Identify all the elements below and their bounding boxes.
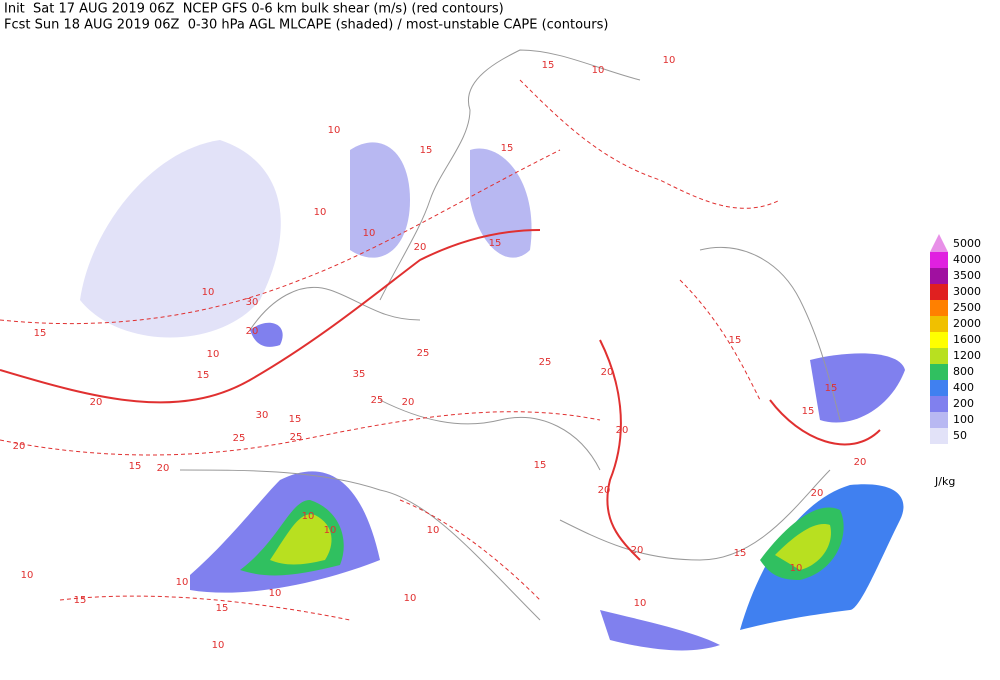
legend-swatch [930, 396, 948, 412]
contour-label: 10 [427, 525, 440, 536]
legend-swatch [930, 364, 948, 380]
legend-swatch [930, 332, 948, 348]
legend-label: 400 [953, 381, 974, 394]
contour-label: 15 [501, 143, 514, 154]
contour-label: 10 [212, 640, 225, 651]
header-line: Init Sat 17 AUG 2019 06Z NCEP GFS 0-6 km… [4, 2, 504, 17]
contour-label: 10 [404, 593, 417, 604]
contour-label: 10 [634, 598, 647, 609]
contour-label: 30 [256, 410, 269, 421]
contour-label: 15 [216, 603, 229, 614]
contour-label: 20 [414, 242, 427, 253]
legend-swatch [930, 428, 948, 444]
legend-swatch [930, 300, 948, 316]
contour-label: 20 [631, 545, 644, 556]
contour-label: 10 [592, 65, 605, 76]
contour-label: 20 [854, 457, 867, 468]
legend-swatch [930, 234, 948, 252]
header-line: Fcst Sun 18 AUG 2019 06Z 0-30 hPa AGL ML… [4, 18, 608, 33]
legend-label: 3000 [953, 285, 981, 298]
legend-label: 5000 [953, 237, 981, 250]
legend-label: 800 [953, 365, 974, 378]
contour-label: 25 [290, 432, 303, 443]
legend-swatch [930, 412, 948, 428]
contour-label: 20 [157, 463, 170, 474]
contour-label: 10 [202, 287, 215, 298]
cape-shading [80, 140, 905, 651]
legend: 5000 4000 3500 3000 2500 2000 1600 1200 800 400 20… [930, 234, 981, 488]
contour-label: 20 [402, 397, 415, 408]
contour-label: 15 [825, 383, 838, 394]
contour-label: 25 [539, 357, 552, 368]
contour-label: 35 [353, 369, 366, 380]
contour-label: 15 [420, 145, 433, 156]
contour-label: 10 [328, 125, 341, 136]
contour-label: 10 [176, 577, 189, 588]
legend-swatch [930, 284, 948, 300]
contour-label: 20 [246, 326, 259, 337]
legend-label: 2000 [953, 317, 981, 330]
contour-label: 30 [246, 297, 259, 308]
contour-label: 20 [616, 425, 629, 436]
legend-label: 100 [953, 413, 974, 426]
contour-label: 15 [534, 460, 547, 471]
contour-label: 10 [269, 588, 282, 599]
contour-label: 10 [790, 563, 803, 574]
legend-swatch [930, 268, 948, 284]
contour-labels: 15 10 10 10 15 15 10 10 20 15 10 30 20 15 10 15 20 35 25 20… [13, 55, 867, 651]
legend-swatch [930, 316, 948, 332]
shear-contours [0, 79, 881, 621]
contour-label: 20 [598, 485, 611, 496]
contour-label: 10 [302, 511, 315, 522]
contour-label: 10 [663, 55, 676, 66]
legend-swatch [930, 252, 948, 268]
contour-label: 10 [207, 349, 220, 360]
contour-label: 25 [371, 395, 384, 406]
contour-label: 15 [129, 461, 142, 472]
legend-swatch [930, 380, 948, 396]
contour-label: 25 [417, 348, 430, 359]
contour-label: 10 [314, 207, 327, 218]
legend-label: 50 [953, 429, 967, 442]
contour-label: 15 [34, 328, 47, 339]
contour-label: 20 [13, 441, 26, 452]
legend-swatch [930, 348, 948, 364]
contour-label: 15 [729, 335, 742, 346]
contour-label: 15 [734, 548, 747, 559]
contour-label: 15 [289, 414, 302, 425]
contour-label: 15 [197, 370, 210, 381]
contour-label: 15 [74, 595, 87, 606]
contour-label: 10 [324, 525, 337, 536]
contour-label: 20 [811, 488, 824, 499]
contour-label: 15 [542, 60, 555, 71]
contour-label: 20 [90, 397, 103, 408]
contour-label: 25 [233, 433, 246, 444]
legend-label: 200 [953, 397, 974, 410]
contour-label: 10 [363, 228, 376, 239]
legend-label: 4000 [953, 253, 981, 266]
coastlines [179, 49, 841, 621]
contour-label: 15 [489, 238, 502, 249]
contour-label: 15 [802, 406, 815, 417]
legend-label: 1200 [953, 349, 981, 362]
contour-label: 20 [601, 367, 614, 378]
legend-unit: J/kg [934, 475, 955, 488]
legend-label: 1600 [953, 333, 981, 346]
legend-label: 2500 [953, 301, 981, 314]
contour-label: 10 [21, 570, 34, 581]
legend-label: 3500 [953, 269, 981, 282]
